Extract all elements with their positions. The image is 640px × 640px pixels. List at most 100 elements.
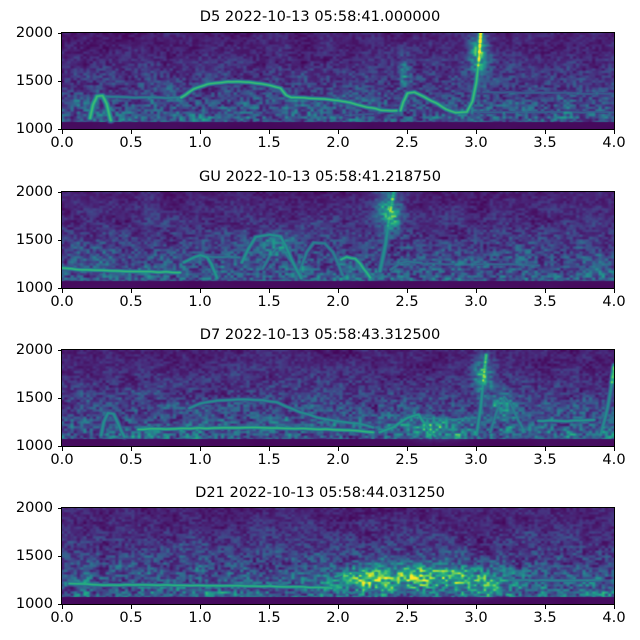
x-tick-label: 3.0 — [464, 451, 488, 468]
x-tick-label: 3.0 — [464, 293, 488, 310]
x-tick-mark — [338, 447, 339, 451]
x-tick-label: 1.0 — [188, 293, 212, 310]
y-tick-label: 1500 — [15, 231, 53, 248]
x-tick-label: 1.5 — [257, 293, 281, 310]
x-tick-label: 4.0 — [602, 293, 626, 310]
x-tick-label: 2.0 — [326, 293, 350, 310]
x-tick-label: 0.0 — [50, 451, 74, 468]
y-tick-mark — [57, 350, 61, 351]
spectrogram-image — [62, 508, 614, 604]
x-tick-label: 3.5 — [533, 609, 557, 626]
y-tick-label: 2000 — [15, 499, 53, 516]
x-tick-mark — [62, 447, 63, 451]
y-tick-label: 1500 — [15, 72, 53, 89]
x-tick-mark — [200, 289, 201, 293]
x-tick-mark — [62, 289, 63, 293]
spectrogram-axes — [61, 349, 615, 447]
y-tick-label: 1000 — [15, 437, 53, 454]
x-tick-mark — [269, 130, 270, 134]
x-tick-mark — [200, 605, 201, 609]
x-tick-mark — [614, 605, 615, 609]
x-tick-mark — [545, 289, 546, 293]
y-tick-label: 1000 — [15, 595, 53, 612]
panel-title: D5 2022-10-13 05:58:41.000000 — [199, 8, 441, 25]
x-tick-label: 3.5 — [533, 134, 557, 151]
x-tick-label: 4.0 — [602, 451, 626, 468]
y-tick-mark — [57, 192, 61, 193]
spectrogram-axes — [61, 507, 615, 605]
spectrogram-axes — [61, 32, 615, 130]
x-tick-label: 0.0 — [50, 293, 74, 310]
x-tick-mark — [476, 447, 477, 451]
y-tick-label: 1000 — [15, 120, 53, 137]
y-tick-mark — [57, 240, 61, 241]
x-tick-label: 0.0 — [50, 609, 74, 626]
y-tick-mark — [57, 508, 61, 509]
x-tick-mark — [131, 130, 132, 134]
x-tick-mark — [131, 447, 132, 451]
x-tick-mark — [338, 605, 339, 609]
x-tick-mark — [269, 605, 270, 609]
x-tick-label: 2.5 — [395, 134, 419, 151]
spectrogram-image — [62, 350, 614, 446]
y-tick-label: 2000 — [15, 183, 53, 200]
y-tick-label: 1000 — [15, 279, 53, 296]
spectrogram-image — [62, 192, 614, 288]
x-tick-mark — [407, 605, 408, 609]
x-tick-mark — [614, 289, 615, 293]
panel-title: D21 2022-10-13 05:58:44.031250 — [195, 484, 445, 501]
x-tick-mark — [62, 130, 63, 134]
y-tick-mark — [57, 288, 61, 289]
x-tick-mark — [407, 289, 408, 293]
spectrogram-axes — [61, 191, 615, 289]
y-tick-mark — [57, 398, 61, 399]
y-tick-mark — [57, 33, 61, 34]
y-tick-label: 2000 — [15, 24, 53, 41]
x-tick-label: 3.0 — [464, 134, 488, 151]
x-tick-mark — [407, 130, 408, 134]
x-tick-label: 2.0 — [326, 134, 350, 151]
x-tick-label: 2.5 — [395, 451, 419, 468]
x-tick-mark — [545, 605, 546, 609]
y-tick-mark — [57, 556, 61, 557]
x-tick-label: 0.0 — [50, 134, 74, 151]
x-tick-mark — [476, 289, 477, 293]
x-tick-label: 0.5 — [119, 134, 143, 151]
y-tick-mark — [57, 129, 61, 130]
x-tick-label: 1.0 — [188, 134, 212, 151]
x-tick-mark — [131, 289, 132, 293]
x-tick-mark — [614, 447, 615, 451]
x-tick-label: 3.0 — [464, 609, 488, 626]
x-tick-mark — [62, 605, 63, 609]
x-tick-mark — [476, 605, 477, 609]
x-tick-mark — [476, 130, 477, 134]
x-tick-mark — [200, 447, 201, 451]
x-tick-label: 2.5 — [395, 609, 419, 626]
x-tick-label: 0.5 — [119, 293, 143, 310]
x-tick-label: 1.5 — [257, 609, 281, 626]
x-tick-label: 2.0 — [326, 451, 350, 468]
y-tick-mark — [57, 446, 61, 447]
x-tick-label: 4.0 — [602, 609, 626, 626]
x-tick-label: 3.5 — [533, 451, 557, 468]
x-tick-label: 2.0 — [326, 609, 350, 626]
x-tick-mark — [269, 447, 270, 451]
x-tick-label: 0.5 — [119, 609, 143, 626]
x-tick-mark — [614, 130, 615, 134]
x-tick-mark — [545, 447, 546, 451]
y-tick-mark — [57, 604, 61, 605]
x-tick-mark — [338, 130, 339, 134]
x-tick-label: 1.5 — [257, 134, 281, 151]
x-tick-label: 1.0 — [188, 609, 212, 626]
x-tick-label: 3.5 — [533, 293, 557, 310]
x-tick-label: 4.0 — [602, 134, 626, 151]
y-tick-label: 1500 — [15, 547, 53, 564]
x-tick-label: 1.0 — [188, 451, 212, 468]
y-tick-label: 1500 — [15, 389, 53, 406]
panel-title: D7 2022-10-13 05:58:43.312500 — [199, 326, 441, 343]
x-tick-mark — [545, 130, 546, 134]
x-tick-mark — [131, 605, 132, 609]
x-tick-mark — [269, 289, 270, 293]
x-tick-label: 2.5 — [395, 293, 419, 310]
